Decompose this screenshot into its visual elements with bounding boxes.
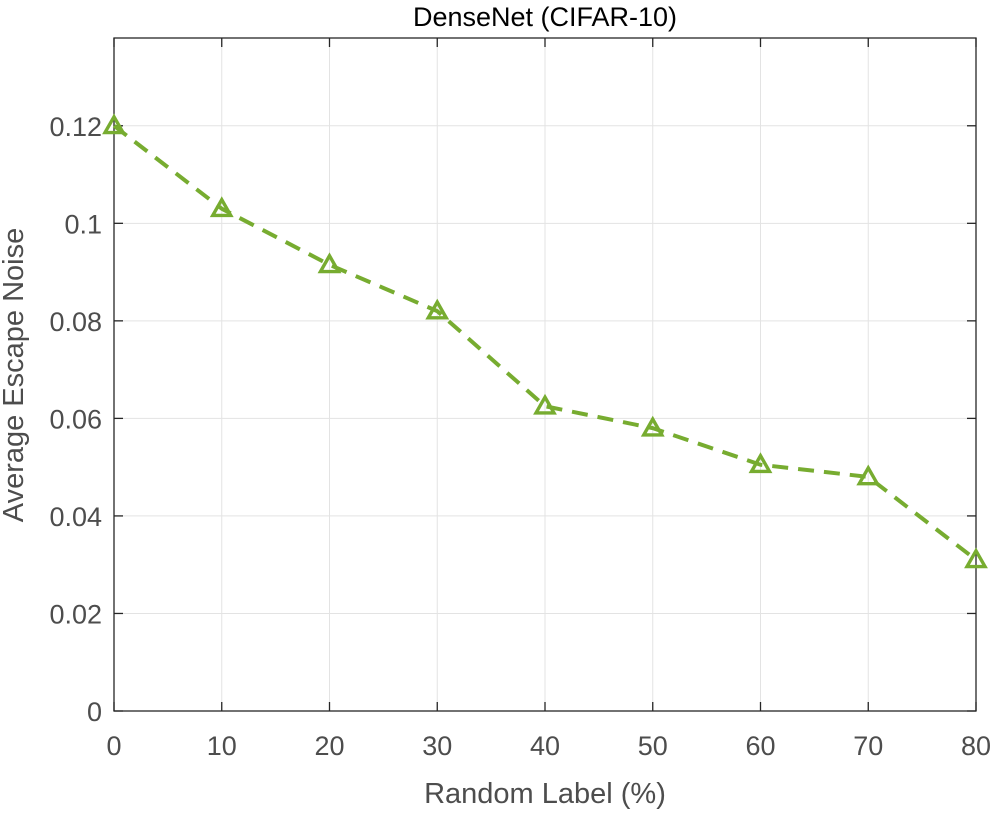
data-point-marker: [102, 113, 126, 135]
data-point-marker: [856, 464, 881, 486]
y-tick-label: 0.02: [49, 599, 102, 629]
y-tick-label: 0.08: [49, 307, 102, 337]
data-point-marker: [209, 196, 234, 218]
x-tick-label: 50: [638, 731, 668, 761]
data-point-marker: [964, 547, 988, 569]
x-tick-label: 40: [530, 731, 560, 761]
y-tick-label: 0.12: [49, 112, 102, 142]
x-tick-label: 80: [961, 731, 991, 761]
x-tick-label: 0: [106, 731, 121, 761]
tick-labels: 0 10 20 30 40 50 60 70 80 0 0.02 0.04 0.06 0.08 0.1 0.1…: [49, 112, 991, 761]
x-tick-label: 10: [207, 731, 237, 761]
series-line: [112, 124, 978, 562]
x-tick-label: 70: [853, 731, 883, 761]
y-tick-label: 0.1: [64, 209, 102, 239]
y-axis-label: Average Escape Noise: [0, 228, 30, 522]
data-point-marker: [533, 393, 557, 415]
x-tick-label: 20: [314, 731, 344, 761]
x-axis-label: Random Label (%): [424, 778, 666, 810]
grid-lines: [114, 38, 976, 711]
data-point-marker: [748, 452, 773, 474]
data-point-marker: [640, 415, 665, 437]
y-tick-label: 0.06: [49, 404, 102, 434]
chart-title: DenseNet (CIFAR-10): [413, 2, 677, 32]
y-tick-label: 0.04: [49, 502, 102, 532]
data-series: [102, 113, 988, 569]
plot-area-frame: [113, 37, 977, 712]
data-point-marker: [425, 298, 450, 320]
x-tick-label: 60: [745, 731, 775, 761]
data-point-marker: [317, 252, 342, 274]
x-tick-label: 30: [422, 731, 452, 761]
y-tick-label: 0: [87, 697, 102, 727]
